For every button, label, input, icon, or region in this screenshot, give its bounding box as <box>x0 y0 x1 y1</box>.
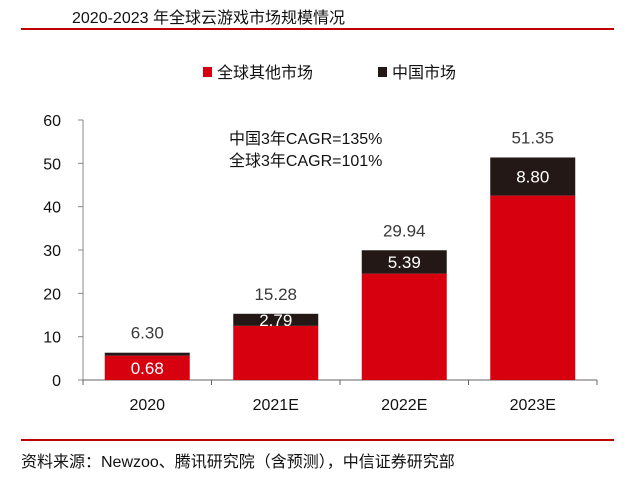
cagr-annotation: 中国3年CAGR=135% <box>229 130 382 148</box>
bar-segment-china <box>490 157 576 196</box>
total-value-label: 6.30 <box>131 324 164 343</box>
cagr-annotation: 全球3年CAGR=101% <box>229 152 382 170</box>
x-tick-label: 2022E <box>381 397 427 414</box>
bars: 0.68 6.30 2.79 15.28 5.39 29.94 8.80 51.35 <box>104 128 576 380</box>
legend-swatch-china <box>378 67 387 77</box>
top-divider <box>21 28 614 30</box>
china-value-label: 0.68 <box>131 359 164 378</box>
y-tick-label: 0 <box>52 373 61 390</box>
source-note: 资料来源：Newzoo、腾讯研究院（含预测），中信证券研究部 <box>21 454 455 471</box>
x-tick-label: 2020 <box>129 397 165 414</box>
legend-label: 全球其他市场 <box>217 64 313 82</box>
y-tick-label: 60 <box>43 113 61 130</box>
y-axis: 0 10 20 30 40 50 60 <box>43 113 84 390</box>
bar-segment-china <box>361 250 447 274</box>
bar-segment-other <box>361 273 447 380</box>
china-value-label: 2.79 <box>259 311 292 330</box>
legend-swatch-other <box>203 67 212 77</box>
bar-segment-china <box>104 352 190 356</box>
bottom-divider <box>21 439 614 441</box>
y-tick-label: 10 <box>43 330 61 347</box>
y-tick-label: 30 <box>43 243 61 260</box>
bar-segment-other <box>104 355 190 380</box>
x-tick-label: 2023E <box>510 397 556 414</box>
y-tick-label: 40 <box>43 200 61 217</box>
x-tick-label: 2021E <box>253 397 299 414</box>
bar-segment-other <box>233 325 319 380</box>
x-axis: 2020 2021E 2022E 2023E <box>82 379 598 414</box>
china-value-label: 5.39 <box>388 253 421 272</box>
bar-segment-other <box>490 195 576 380</box>
legend-label: 中国市场 <box>392 64 456 82</box>
china-value-label: 8.80 <box>516 168 549 187</box>
total-value-label: 51.35 <box>511 128 554 147</box>
bar-segment-china <box>233 313 319 326</box>
legend: 全球其他市场 中国市场 <box>203 64 456 82</box>
total-value-label: 29.94 <box>383 221 426 240</box>
annotations: 中国3年CAGR=135% 全球3年CAGR=101% <box>229 130 382 170</box>
y-tick-label: 20 <box>43 286 61 303</box>
y-tick-label: 50 <box>43 156 61 173</box>
chart-title: 2020-2023 年全球云游戏市场规模情况 <box>72 10 345 27</box>
total-value-label: 15.28 <box>254 285 297 304</box>
